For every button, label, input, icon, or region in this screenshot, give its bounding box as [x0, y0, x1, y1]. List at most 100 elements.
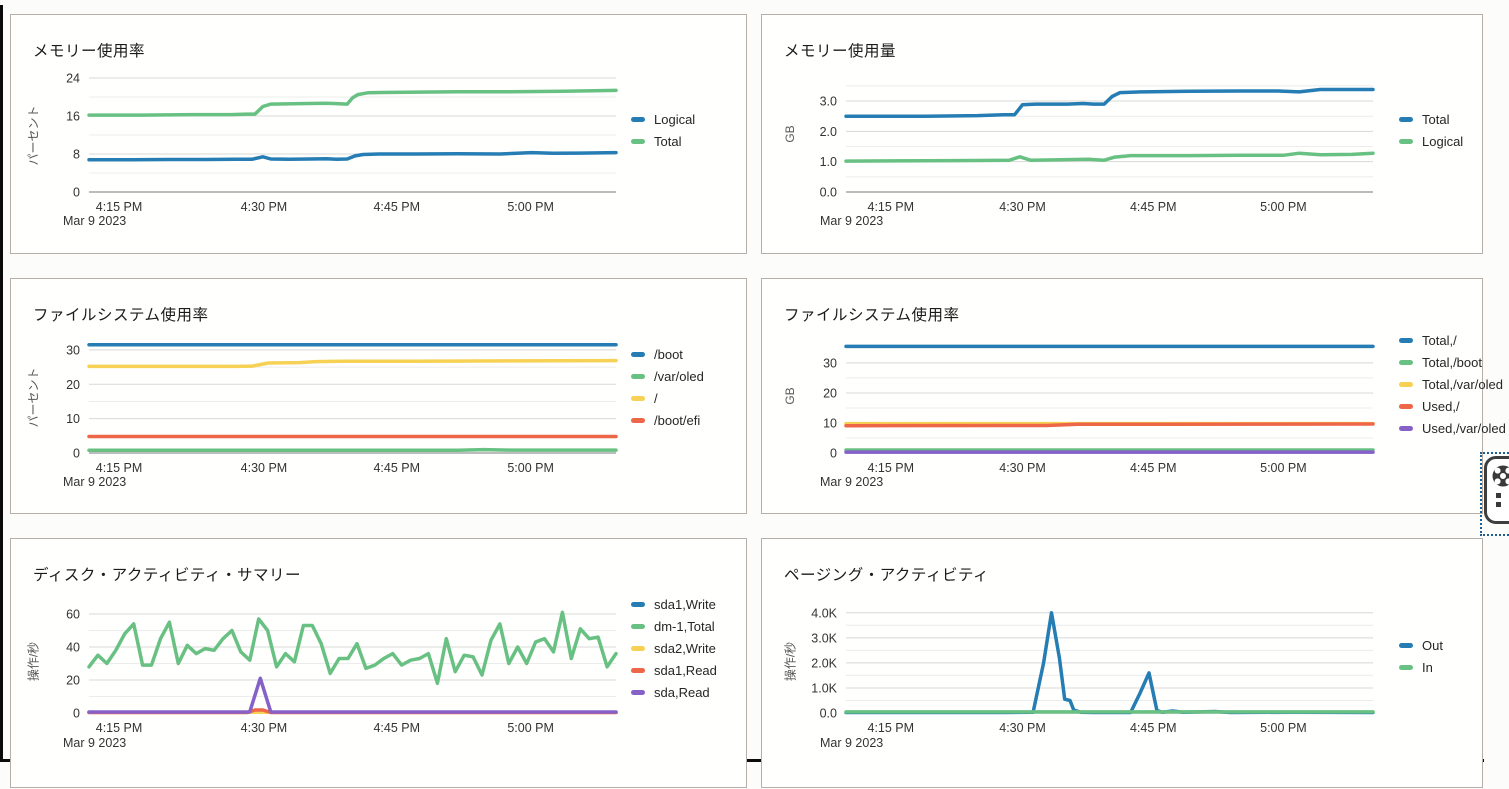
y-tick-label: 0: [73, 186, 80, 200]
legend-label: /var/oled: [654, 369, 704, 384]
date-label: Mar 9 2023: [820, 475, 883, 489]
legend-item-total-boot[interactable]: Total,/boot: [1399, 355, 1506, 370]
y-tick-label: 30: [66, 343, 80, 357]
legend-item-sda1-read[interactable]: sda1,Read: [631, 663, 717, 678]
legend-swatch: [631, 418, 645, 423]
y-tick-label: 10: [66, 412, 80, 426]
legend-item--var-oled[interactable]: /var/oled: [631, 369, 704, 384]
x-tick-label: 4:30 PM: [999, 461, 1046, 475]
chart-legend: Total Logical: [1399, 112, 1463, 149]
x-tick-label: 4:30 PM: [999, 721, 1046, 735]
legend-item-total-[interactable]: Total,/: [1399, 333, 1506, 348]
y-tick-label: 1.0: [820, 155, 837, 169]
legend-label: Total: [1422, 112, 1449, 127]
legend-item--[interactable]: /: [631, 391, 704, 406]
legend-item-sda2-write[interactable]: sda2,Write: [631, 641, 717, 656]
legend-swatch: [631, 646, 645, 651]
floating-capture-widget-body[interactable]: [1484, 456, 1509, 524]
legend-label: Out: [1422, 638, 1443, 653]
chart-legend: /boot/var/oled / /boot/efi: [631, 347, 704, 428]
date-label: Mar 9 2023: [820, 214, 883, 228]
legend-item-sda-read[interactable]: sda,Read: [631, 685, 717, 700]
legend-item-out[interactable]: Out: [1399, 638, 1443, 653]
legend-item-sda1-write[interactable]: sda1,Write: [631, 597, 717, 612]
legend-item-total[interactable]: Total: [631, 134, 695, 149]
legend-swatch: [631, 668, 645, 673]
legend-swatch: [631, 117, 645, 122]
y-tick-label: 24: [66, 72, 80, 86]
legend-label: Total,/var/oled: [1422, 377, 1503, 392]
y-axis-label: 操作/秒: [782, 622, 799, 702]
legend-swatch: [1399, 360, 1413, 365]
y-tick-label: 30: [823, 356, 837, 370]
y-axis-label: パーセント: [25, 358, 42, 438]
legend-item-total[interactable]: Total: [1399, 112, 1463, 127]
x-tick-label: 4:45 PM: [1130, 200, 1177, 214]
date-label: Mar 9 2023: [63, 214, 126, 228]
legend-item-total-var-oled[interactable]: Total,/var/oled: [1399, 377, 1506, 392]
x-tick-label: 4:45 PM: [373, 721, 420, 735]
legend-item-used-var-oled[interactable]: Used,/var/oled: [1399, 421, 1506, 436]
series-line-logical: [846, 153, 1373, 161]
series-line-dm-1-total: [89, 612, 616, 683]
x-tick-label: 5:00 PM: [1260, 461, 1307, 475]
series-line-total: [846, 90, 1373, 117]
y-tick-label: 20: [823, 386, 837, 400]
series-line--: [89, 361, 616, 367]
legend-swatch: [1399, 665, 1413, 670]
legend-swatch: [1399, 139, 1413, 144]
x-tick-label: 4:15 PM: [868, 721, 915, 735]
legend-swatch: [631, 602, 645, 607]
floating-capture-widget[interactable]: [1480, 452, 1509, 540]
wheel-icon[interactable]: [1490, 463, 1509, 489]
y-tick-label: 2.0: [820, 125, 837, 139]
legend-item-logical[interactable]: Logical: [1399, 134, 1463, 149]
legend-item--boot[interactable]: /boot: [631, 347, 704, 362]
legend-label: In: [1422, 660, 1433, 675]
y-tick-label: 3.0: [820, 95, 837, 109]
x-tick-label: 4:45 PM: [1130, 461, 1177, 475]
x-tick-label: 4:15 PM: [96, 200, 143, 214]
legend-swatch: [1399, 382, 1413, 387]
x-tick-label: 4:15 PM: [868, 200, 915, 214]
x-tick-label: 4:45 PM: [1130, 721, 1177, 735]
y-tick-label: 20: [66, 673, 80, 687]
y-tick-label: 20: [66, 378, 80, 392]
x-tick-label: 4:45 PM: [373, 200, 420, 214]
legend-item--boot-efi[interactable]: /boot/efi: [631, 413, 704, 428]
legend-item-used-[interactable]: Used,/: [1399, 399, 1506, 414]
x-tick-label: 5:00 PM: [507, 721, 554, 735]
legend-label: /: [654, 391, 658, 406]
y-tick-label: 0: [73, 707, 80, 721]
legend-label: /boot: [654, 347, 683, 362]
legend-item-logical[interactable]: Logical: [631, 112, 695, 127]
legend-swatch: [1399, 117, 1413, 122]
drag-dots-icon[interactable]: [1496, 493, 1501, 507]
legend-swatch: [631, 139, 645, 144]
series-line-sda-read: [89, 678, 616, 712]
y-tick-label: 10: [823, 416, 837, 430]
x-tick-label: 4:15 PM: [96, 461, 143, 475]
x-tick-label: 4:30 PM: [241, 200, 288, 214]
y-tick-label: 0: [73, 447, 80, 461]
legend-label: sda1,Read: [654, 663, 717, 678]
x-tick-label: 5:00 PM: [1260, 721, 1307, 735]
legend-label: dm-1,Total: [654, 619, 715, 634]
legend-item-dm-1-total[interactable]: dm-1,Total: [631, 619, 717, 634]
legend-swatch: [1399, 426, 1413, 431]
y-axis-label: GB: [783, 356, 797, 436]
series-line--var-oled: [89, 450, 616, 451]
legend-item-in[interactable]: In: [1399, 660, 1443, 675]
legend-swatch: [1399, 404, 1413, 409]
date-label: Mar 9 2023: [820, 736, 883, 750]
y-tick-label: 2.0K: [811, 656, 837, 670]
legend-swatch: [631, 624, 645, 629]
